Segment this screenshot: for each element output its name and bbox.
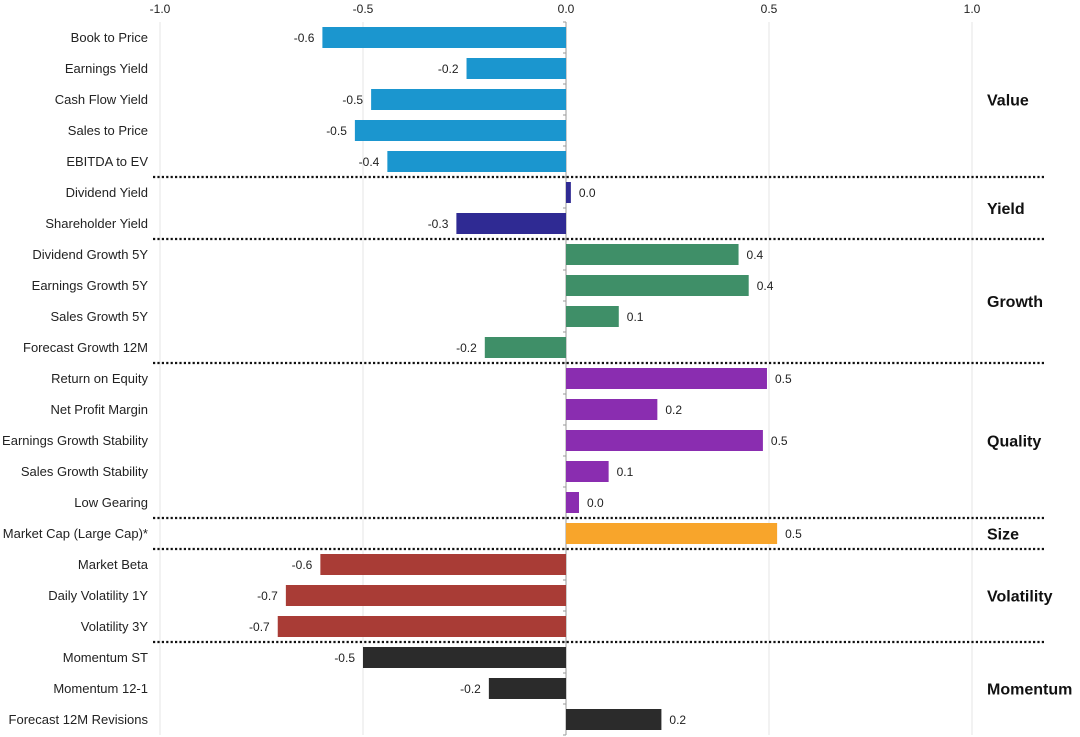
category-label: Earnings Yield	[65, 61, 148, 76]
category-label: Forecast 12M Revisions	[9, 712, 149, 727]
category-label: Momentum 12-1	[53, 681, 148, 696]
bar	[566, 306, 619, 327]
bar	[566, 182, 571, 203]
category-label: Sales Growth 5Y	[50, 309, 148, 324]
category-label: Forecast Growth 12M	[23, 340, 148, 355]
category-label: Earnings Growth 5Y	[32, 278, 149, 293]
category-label: Cash Flow Yield	[55, 92, 148, 107]
value-label: -0.3	[428, 217, 449, 231]
group-label: Yield	[987, 201, 1025, 218]
value-label: -0.5	[342, 93, 363, 107]
category-label: Dividend Growth 5Y	[32, 247, 148, 262]
category-label: Low Gearing	[74, 495, 148, 510]
value-label: 0.2	[669, 713, 686, 727]
value-label: 0.1	[617, 465, 634, 479]
bar	[566, 430, 763, 451]
category-label: Sales to Price	[68, 123, 148, 138]
value-label: -0.4	[359, 155, 380, 169]
category-label: Market Beta	[78, 557, 149, 572]
bar	[566, 399, 658, 420]
bar	[387, 151, 566, 172]
group-label: Value	[987, 93, 1029, 110]
value-label: 0.5	[785, 527, 802, 541]
bar	[566, 523, 778, 544]
value-label: -0.2	[438, 62, 459, 76]
group-label: Size	[987, 527, 1019, 544]
bar	[277, 616, 566, 637]
bar	[566, 275, 749, 296]
category-label: Daily Volatility 1Y	[48, 588, 148, 603]
category-label: Return on Equity	[51, 371, 148, 386]
bars-layer	[277, 27, 778, 730]
value-label: -0.7	[257, 589, 278, 603]
group-separators	[153, 175, 1046, 644]
group-label: Momentum	[987, 682, 1072, 699]
value-label: -0.7	[249, 620, 270, 634]
bar	[566, 244, 739, 265]
category-label: Book to Price	[71, 30, 148, 45]
value-label: 0.0	[579, 186, 596, 200]
category-label: Shareholder Yield	[45, 216, 148, 231]
bar	[456, 213, 566, 234]
bar	[320, 554, 566, 575]
bar	[484, 337, 566, 358]
bar	[285, 585, 566, 606]
x-tick-label: 0.5	[761, 2, 778, 16]
category-label: Momentum ST	[63, 650, 148, 665]
value-label: 0.5	[771, 434, 788, 448]
x-tick-label: 0.0	[558, 2, 575, 16]
group-label: Volatility	[987, 589, 1053, 606]
category-label: EBITDA to EV	[66, 154, 148, 169]
value-label: -0.5	[334, 651, 355, 665]
value-label: -0.2	[456, 341, 477, 355]
bar	[566, 461, 609, 482]
bar	[566, 368, 767, 389]
group-labels: Value Yield Growth Quality Size Volatility Mom…	[987, 93, 1072, 699]
category-label: Net Profit Margin	[50, 402, 148, 417]
bar	[363, 647, 566, 668]
category-label: Sales Growth Stability	[21, 464, 149, 479]
value-label: 0.0	[587, 496, 604, 510]
value-label: 0.5	[775, 372, 792, 386]
labels-layer: Book to Price -0.6 Earnings Yield -0.2 Cash …	[2, 30, 802, 727]
bar	[354, 120, 566, 141]
value-label: -0.5	[326, 124, 347, 138]
bar	[466, 58, 566, 79]
x-tick-label: -1.0	[150, 2, 171, 16]
bar	[322, 27, 566, 48]
bar	[488, 678, 566, 699]
category-label: Earnings Growth Stability	[2, 433, 148, 448]
category-label: Market Cap (Large Cap)*	[3, 526, 148, 541]
category-label: Dividend Yield	[66, 185, 148, 200]
bar	[566, 492, 579, 513]
value-label: 0.4	[747, 248, 764, 262]
value-label: 0.1	[627, 310, 644, 324]
value-label: 0.2	[665, 403, 682, 417]
x-tick-label: -0.5	[353, 2, 374, 16]
x-axis: -1.0 -0.5 0.0 0.5 1.0	[150, 2, 981, 736]
group-label: Quality	[987, 434, 1041, 451]
value-label: -0.6	[294, 31, 315, 45]
category-label: Volatility 3Y	[81, 619, 149, 634]
bar	[566, 709, 662, 730]
value-label: -0.6	[292, 558, 313, 572]
bar	[371, 89, 566, 110]
x-tick-label: 1.0	[964, 2, 981, 16]
value-label: -0.2	[460, 682, 481, 696]
group-label: Growth	[987, 294, 1043, 311]
value-label: 0.4	[757, 279, 774, 293]
